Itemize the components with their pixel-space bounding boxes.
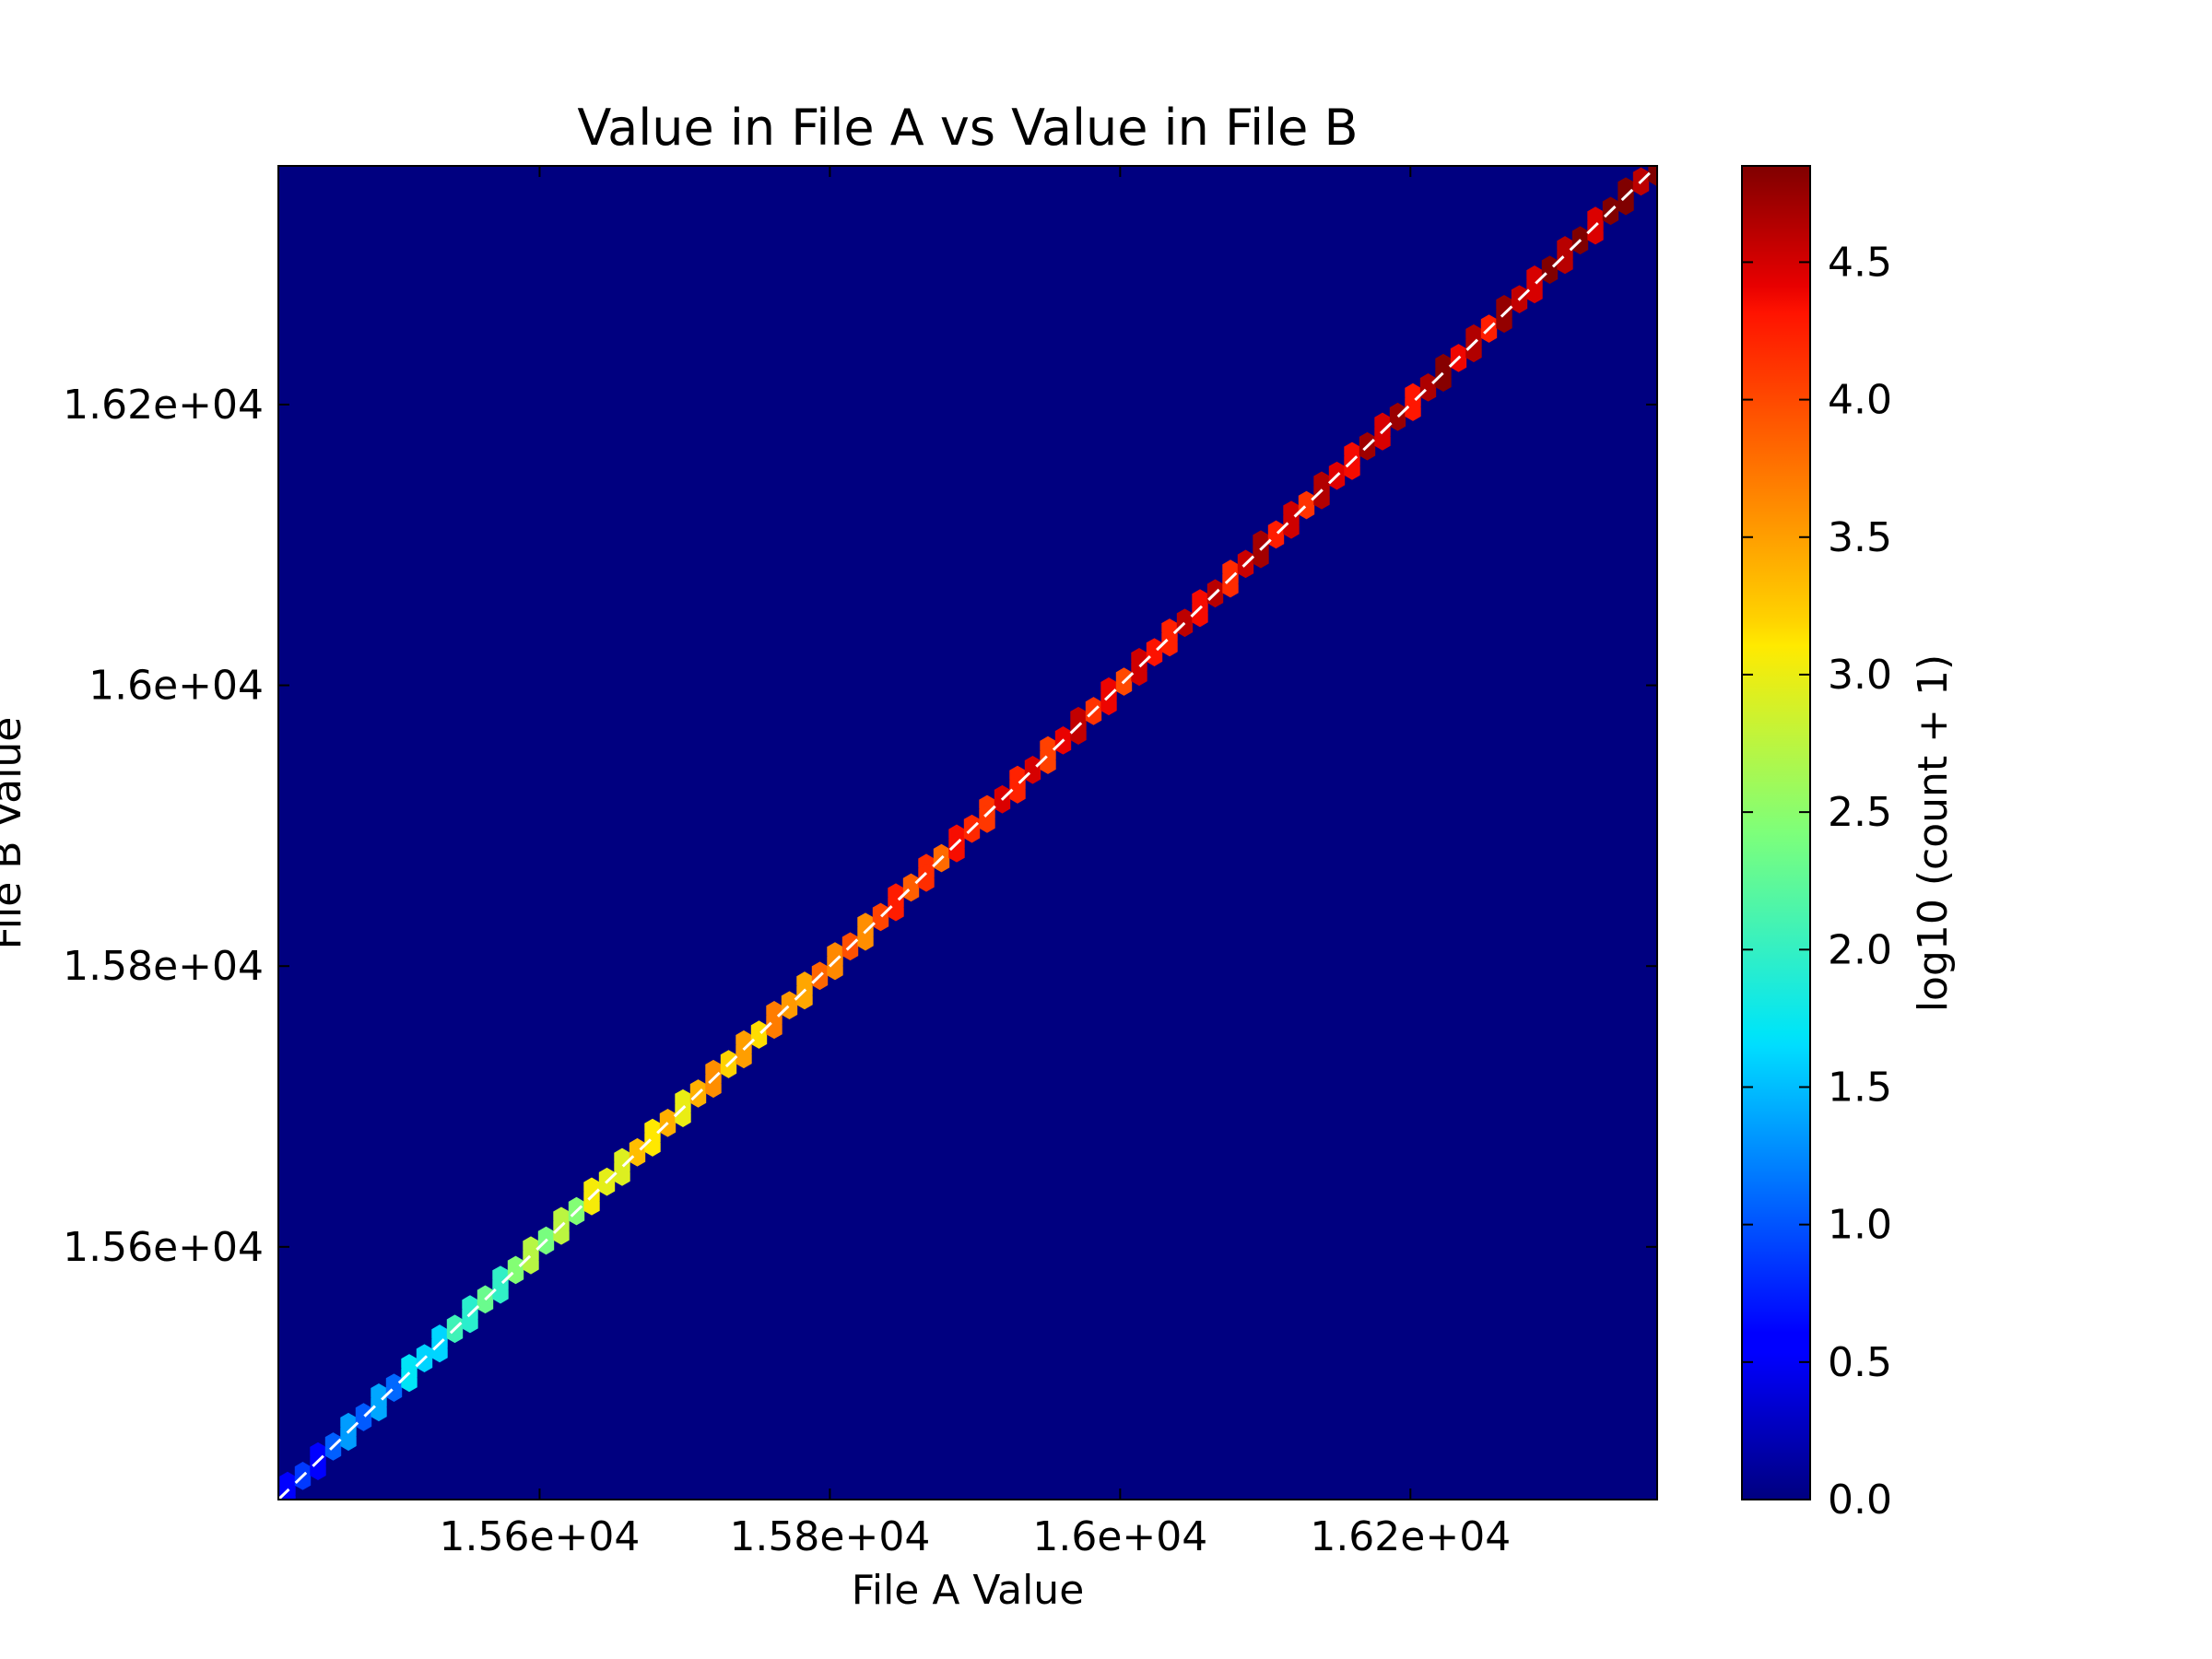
hexbin-cell bbox=[279, 1490, 296, 1500]
hexbin-cell bbox=[1131, 667, 1147, 687]
colorbar-tick-label: 4.5 bbox=[1828, 239, 1892, 286]
hexbin-cell bbox=[1541, 265, 1559, 284]
hexbin-cell bbox=[1389, 412, 1406, 431]
colorbar-tick-label: 3.5 bbox=[1828, 514, 1892, 561]
plot-frame bbox=[277, 165, 1658, 1500]
x-axis-label: File A Value bbox=[852, 1567, 1085, 1614]
hexbin-cell bbox=[872, 912, 889, 932]
hexbin-cell bbox=[537, 1236, 555, 1255]
hexbin-cell bbox=[1655, 166, 1657, 167]
x-tick-label: 1.58e+04 bbox=[729, 1513, 930, 1560]
hexbin-cell bbox=[1237, 559, 1254, 579]
hexbin-cell bbox=[446, 1324, 464, 1344]
hexbin-cell bbox=[462, 1314, 478, 1334]
y-tick-label: 1.58e+04 bbox=[63, 943, 264, 990]
hexbin-cell bbox=[1267, 530, 1285, 549]
hexbin-cell bbox=[963, 824, 981, 843]
x-tick-label: 1.6e+04 bbox=[1032, 1513, 1207, 1560]
hexbin-cell bbox=[841, 942, 859, 961]
hexbin-cell bbox=[933, 853, 950, 873]
hexbin-cell bbox=[1511, 294, 1528, 313]
hexbin-cell bbox=[1054, 735, 1072, 755]
hexbin-cell bbox=[902, 883, 920, 902]
colorbar-tick-label: 2.0 bbox=[1828, 926, 1892, 973]
y-axis-ticks: 1.56e+04 1.58e+04 1.6e+04 1.62e+04 bbox=[63, 382, 1657, 1271]
colorbar-ticks: 0.0 0.5 1.0 1.5 2.0 2.5 3.0 3.5 4.0 4.5 bbox=[1742, 239, 1892, 1524]
colorbar-tick-label: 1.0 bbox=[1828, 1202, 1892, 1249]
hexbin-cell bbox=[994, 794, 1011, 814]
hexbin-cell bbox=[568, 1206, 585, 1226]
hexbin-cell bbox=[1328, 471, 1346, 490]
hexbin-cell bbox=[1359, 441, 1376, 461]
y-tick-label: 1.56e+04 bbox=[63, 1224, 264, 1271]
hexbin-cell bbox=[1571, 235, 1589, 255]
hexbin-cell bbox=[629, 1147, 646, 1167]
hexbin-cell bbox=[750, 1030, 768, 1049]
hexbin-cell bbox=[1100, 696, 1117, 716]
hexbin-cell bbox=[1206, 588, 1224, 608]
hexbin-cell bbox=[1419, 382, 1437, 402]
y-tick-label: 1.6e+04 bbox=[88, 663, 264, 710]
colorbar-label: log10 (count + 1) bbox=[1910, 654, 1957, 1012]
x-tick-label: 1.56e+04 bbox=[439, 1513, 640, 1560]
hexbin-cell bbox=[1374, 431, 1391, 451]
hexbin-cell bbox=[1024, 765, 1041, 784]
x-axis-ticks: 1.56e+04 1.58e+04 1.6e+04 1.62e+04 bbox=[439, 166, 1511, 1560]
hexbin-cell bbox=[355, 1412, 372, 1431]
y-axis-label: File B Value bbox=[0, 717, 30, 950]
hexbin-cell bbox=[659, 1118, 677, 1137]
colorbar-tick-label: 4.0 bbox=[1828, 377, 1892, 424]
hexbin-cell bbox=[1009, 784, 1026, 804]
hexbin-cell bbox=[1602, 206, 1619, 226]
colorbar-tick-label: 1.5 bbox=[1828, 1064, 1892, 1111]
hexbin-cell bbox=[1480, 324, 1498, 343]
reference-line-y-equals-x bbox=[278, 166, 1657, 1500]
hexbin-cell bbox=[1450, 353, 1467, 372]
hexbin-cell bbox=[1253, 549, 1269, 569]
hexbin-cell bbox=[1632, 177, 1650, 196]
chart-title: Value in File A vs Value in File B bbox=[577, 99, 1358, 157]
hexbin-cell bbox=[689, 1088, 707, 1108]
hexbin-cell bbox=[340, 1431, 357, 1452]
colorbar-tick-label: 0.5 bbox=[1828, 1339, 1892, 1386]
hexbin-cell bbox=[1146, 647, 1163, 666]
hexbin-cell bbox=[781, 1000, 798, 1019]
hexbin-cell bbox=[705, 1078, 722, 1099]
colorbar-tick-label: 3.0 bbox=[1828, 652, 1892, 699]
colorbar-tick-label: 2.5 bbox=[1828, 789, 1892, 836]
hexbin-cell bbox=[720, 1059, 737, 1078]
hexbin-cell bbox=[979, 814, 995, 833]
x-tick-label: 1.62e+04 bbox=[1310, 1513, 1511, 1560]
hexbin-cell bbox=[583, 1196, 600, 1216]
hexbin-cell bbox=[416, 1353, 433, 1372]
y-tick-label: 1.62e+04 bbox=[63, 382, 264, 429]
hexbin-cell bbox=[1526, 285, 1543, 304]
hexbin-cell bbox=[1496, 314, 1512, 334]
hexbin-cell bbox=[1115, 677, 1133, 696]
hexbin-cell bbox=[598, 1177, 616, 1196]
hexbin-cell bbox=[811, 971, 829, 991]
hexbin-cell bbox=[507, 1265, 524, 1285]
hexbin-cell bbox=[735, 1049, 752, 1069]
hexbin-cell bbox=[1298, 500, 1315, 520]
colorbar bbox=[1741, 165, 1811, 1500]
hexbin-cell bbox=[1176, 618, 1194, 638]
hexbin-cell bbox=[477, 1295, 494, 1314]
hexbin-cell bbox=[294, 1471, 312, 1490]
hexbin-cell bbox=[492, 1285, 509, 1304]
hexbin-cell bbox=[614, 1167, 630, 1186]
colorbar-tick-label: 0.0 bbox=[1828, 1477, 1892, 1524]
hexbin-cell bbox=[1618, 196, 1634, 216]
hexbin-cell bbox=[1085, 706, 1102, 725]
hexbin-cell bbox=[857, 932, 874, 951]
hexbin-cell bbox=[385, 1382, 403, 1402]
hexbin-cell bbox=[324, 1441, 342, 1461]
